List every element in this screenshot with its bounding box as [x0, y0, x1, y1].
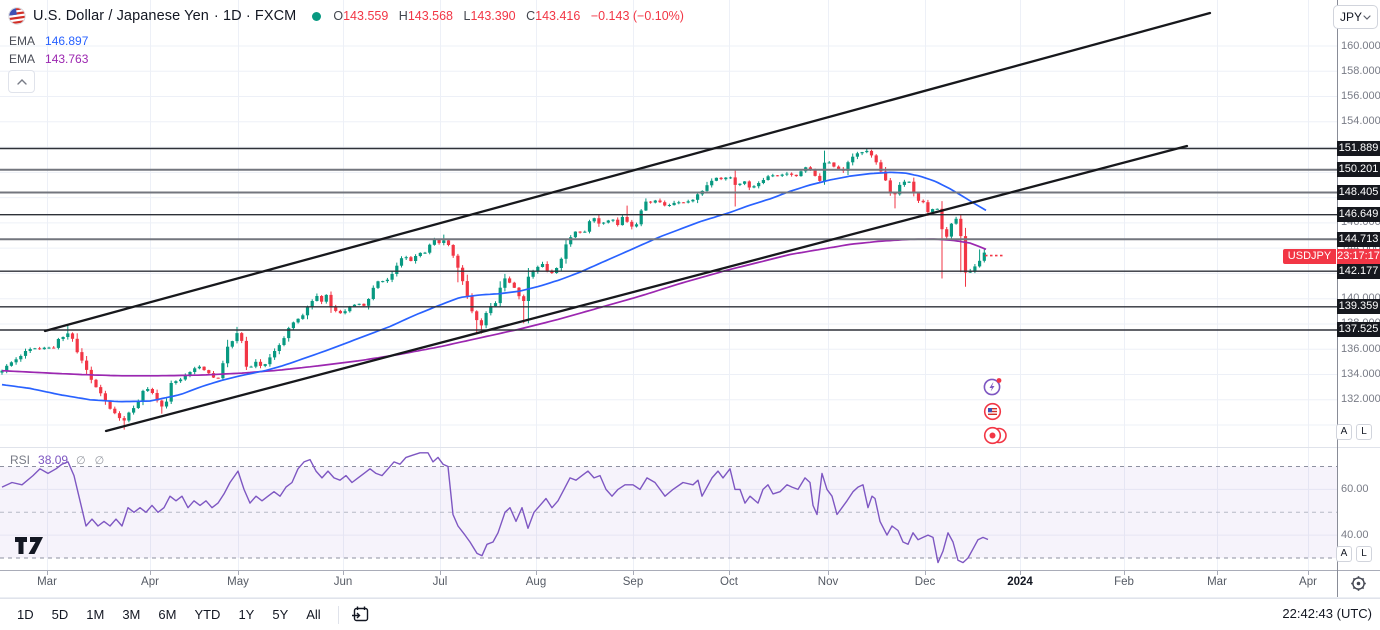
symbol-meta[interactable]: · 1D · FXCM: [213, 8, 297, 24]
change-value: −0.143 (−0.10%): [590, 9, 684, 23]
ema-slow-row[interactable]: EMA 143.763: [9, 52, 89, 66]
event-marker-econ: [983, 426, 1007, 445]
event-markers: [983, 377, 1002, 396]
ohlc-values: O143.559 H143.568 L143.390 C143.416 −0.1…: [333, 9, 684, 23]
rsi-ma-values: ∅ ∅: [76, 454, 108, 467]
price-level-badge: 151.889: [1337, 141, 1380, 156]
ema-slow-value: 143.763: [45, 52, 89, 66]
currency-selector[interactable]: JPY: [1333, 5, 1378, 29]
rsi-axis-label: 60.00: [1341, 483, 1369, 495]
range-button-6m[interactable]: 6M: [158, 606, 177, 622]
rsi-axis-label: 40.00: [1341, 529, 1369, 541]
economic-event-icon[interactable]: [983, 426, 1009, 445]
time-axis-label[interactable]: 2024: [1007, 576, 1033, 588]
time-axis-label[interactable]: Feb: [1114, 576, 1134, 588]
time-axis-label[interactable]: Dec: [914, 576, 936, 588]
bottom-toolbar: 1D 5D 1M 3M 6M YTD 1Y 5Y All: [0, 598, 1380, 630]
collapse-indicators-button[interactable]: [8, 70, 35, 93]
bar-countdown: 23:17:17: [1337, 249, 1380, 264]
gear-icon: [1350, 575, 1366, 591]
price-axis-label: 134.000: [1341, 368, 1380, 380]
price-level-badge: 150.201: [1337, 162, 1380, 177]
range-button-3m[interactable]: 3M: [122, 606, 141, 622]
price-level-badge: 139.359: [1337, 299, 1380, 314]
range-button-ytd[interactable]: YTD: [194, 606, 221, 622]
time-axis-label[interactable]: Mar: [37, 576, 57, 588]
time-axis-label[interactable]: Apr: [141, 576, 159, 588]
symbol-header: U.S. Dollar / Japanese Yen · 1D · FXCM O…: [8, 6, 684, 26]
rsi-log-scale-button[interactable]: L: [1356, 546, 1372, 562]
range-button-5y[interactable]: 5Y: [272, 606, 289, 622]
price-level-badge: 146.649: [1337, 207, 1380, 222]
time-axis-label[interactable]: Apr: [1299, 576, 1317, 588]
close-value: 143.416: [535, 9, 581, 23]
price-level-badge: 144.713: [1337, 232, 1380, 247]
rsi-auto-scale-button[interactable]: A: [1336, 546, 1352, 562]
high-value: 143.568: [407, 9, 453, 23]
time-axis-label[interactable]: Jul: [432, 576, 448, 588]
chevron-up-icon: [16, 78, 27, 85]
go-to-date-button[interactable]: [347, 603, 375, 627]
price-axis-label: 158.000: [1341, 65, 1380, 77]
price-level-badge: 137.525: [1337, 322, 1380, 337]
time-axis-settings[interactable]: [1347, 573, 1369, 593]
price-chart-pane[interactable]: [0, 0, 1337, 447]
tradingview-logo[interactable]: [14, 536, 46, 556]
rsi-pane[interactable]: [0, 448, 1337, 570]
time-axis-label[interactable]: Nov: [817, 576, 839, 588]
time-axis-label[interactable]: Aug: [525, 576, 547, 588]
time-axis-label[interactable]: Jun: [333, 576, 353, 588]
us-flag-event-icon[interactable]: [983, 402, 1002, 421]
price-level-badge: 148.405: [1337, 185, 1380, 200]
calendar-icon: [352, 606, 369, 622]
chevron-down-icon: [1363, 14, 1371, 20]
symbol-title[interactable]: U.S. Dollar / Japanese Yen: [33, 8, 209, 24]
time-axis[interactable]: [0, 571, 1337, 597]
ema-fast-row[interactable]: EMA 146.897: [9, 34, 89, 48]
time-axis-label[interactable]: Sep: [622, 576, 644, 588]
open-value: 143.559: [343, 9, 389, 23]
range-button-5d[interactable]: 5D: [51, 606, 69, 622]
log-scale-button[interactable]: L: [1356, 424, 1372, 440]
currency-label: JPY: [1340, 10, 1363, 24]
rsi-indicator-row[interactable]: RSI 38.09 ∅ ∅: [10, 453, 107, 467]
range-button-1m[interactable]: 1M: [86, 606, 105, 622]
time-axis-label[interactable]: Oct: [720, 576, 738, 588]
event-marker-us: [983, 402, 1002, 421]
price-axis-label: 160.000: [1341, 40, 1380, 52]
time-axis-label[interactable]: Mar: [1207, 576, 1227, 588]
range-button-1y[interactable]: 1Y: [238, 606, 255, 622]
symbol-price-label: USDJPY: [1283, 249, 1336, 264]
auto-scale-button[interactable]: A: [1336, 424, 1352, 440]
price-axis-label: 156.000: [1341, 90, 1380, 102]
low-value: 143.390: [470, 9, 516, 23]
price-scale-mode-buttons: A L: [1336, 424, 1372, 440]
rsi-name: RSI: [10, 453, 31, 467]
ema-fast-value: 146.897: [45, 34, 89, 48]
session-clock[interactable]: 22:42:43 (UTC): [1282, 606, 1372, 621]
price-level-badge: 142.177: [1337, 264, 1380, 279]
rsi-value: 38.09: [38, 453, 69, 467]
rsi-scale-mode-buttons: A L: [1336, 546, 1372, 562]
range-button-all[interactable]: All: [306, 606, 321, 622]
time-axis-label[interactable]: May: [227, 576, 249, 588]
toolbar-divider: [337, 605, 339, 624]
market-status-dot[interactable]: [312, 11, 322, 21]
range-button-1d[interactable]: 1D: [17, 606, 34, 622]
price-axis-label: 136.000: [1341, 343, 1380, 355]
lightning-icon[interactable]: [983, 377, 1002, 396]
date-range-buttons: 1D 5D 1M 3M 6M YTD 1Y 5Y All: [8, 603, 330, 627]
us-flag-icon: [8, 7, 26, 25]
price-axis-label: 154.000: [1341, 115, 1380, 127]
price-axis-label: 132.000: [1341, 393, 1380, 405]
